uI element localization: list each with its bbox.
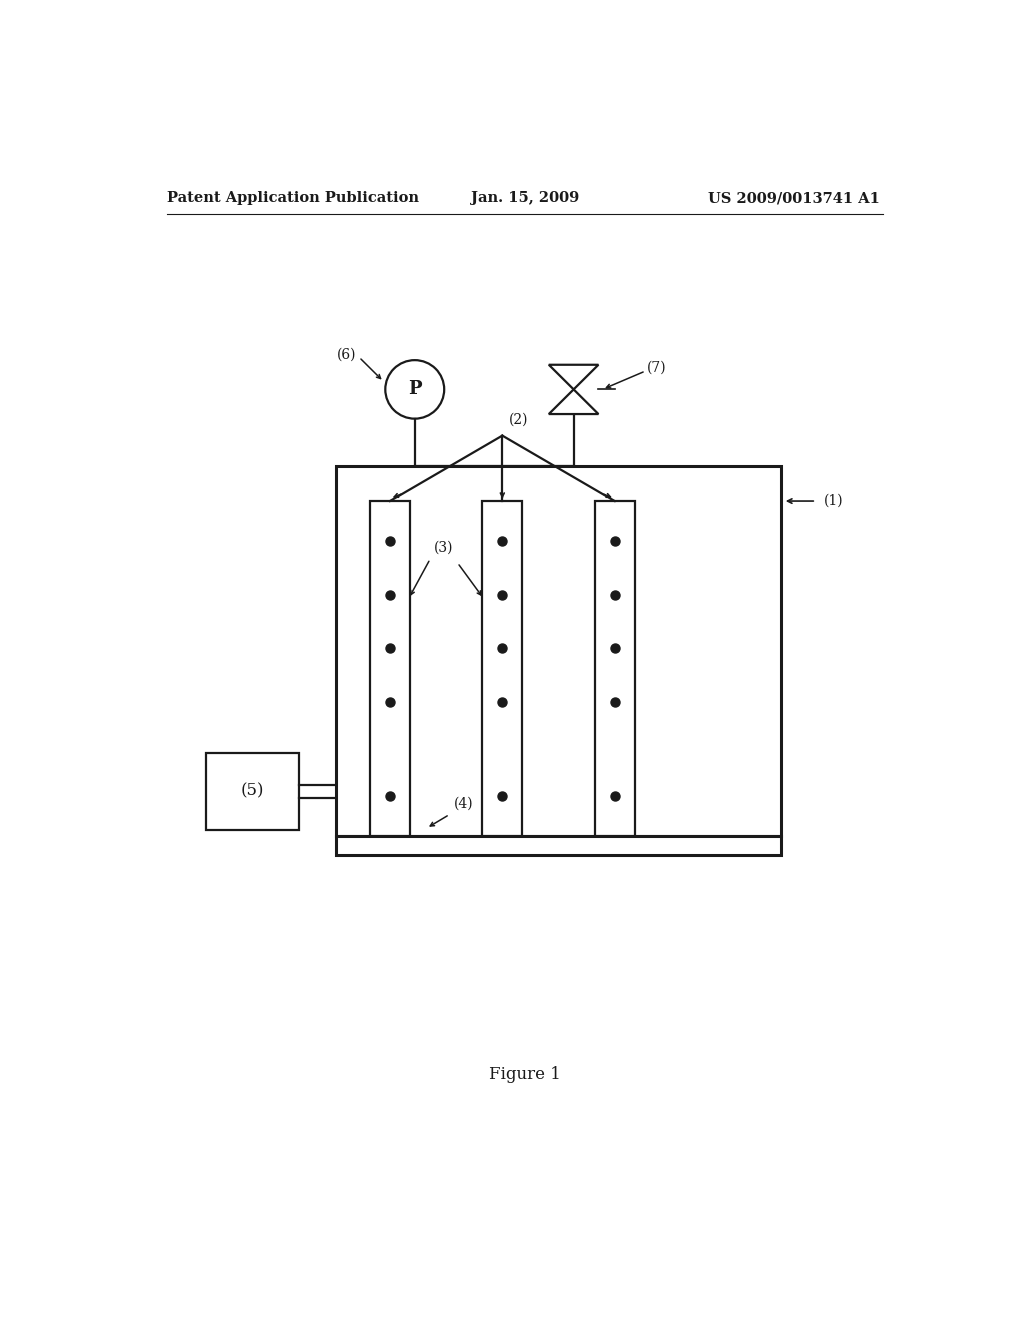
Text: Patent Application Publication: Patent Application Publication bbox=[167, 191, 419, 206]
Text: US 2009/0013741 A1: US 2009/0013741 A1 bbox=[708, 191, 880, 206]
Text: (6): (6) bbox=[337, 347, 356, 362]
Bar bbox=[336, 836, 781, 855]
Text: Figure 1: Figure 1 bbox=[488, 1067, 561, 1084]
Polygon shape bbox=[549, 364, 598, 389]
Text: (4): (4) bbox=[454, 796, 473, 810]
Text: (1): (1) bbox=[824, 494, 844, 508]
Text: (2): (2) bbox=[509, 412, 528, 426]
Bar bbox=[595, 502, 635, 836]
Text: P: P bbox=[408, 380, 422, 399]
Text: Jan. 15, 2009: Jan. 15, 2009 bbox=[471, 191, 579, 206]
Text: (7): (7) bbox=[647, 360, 667, 375]
Bar bbox=[206, 752, 299, 830]
Text: (5): (5) bbox=[241, 783, 264, 800]
Bar bbox=[482, 502, 522, 836]
Text: (3): (3) bbox=[434, 541, 454, 554]
Bar bbox=[370, 502, 410, 836]
Polygon shape bbox=[549, 389, 598, 414]
Bar bbox=[336, 466, 781, 836]
